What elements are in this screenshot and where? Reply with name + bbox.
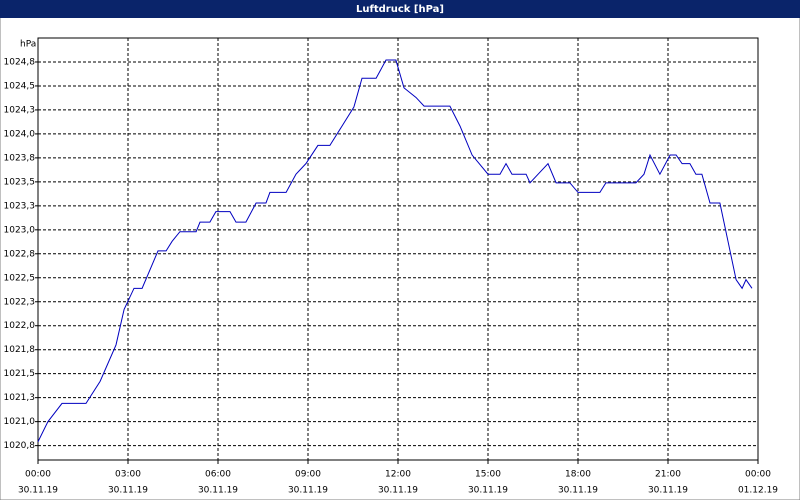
y-tick-label: 1022,3 — [4, 297, 36, 307]
x-tick-label: 00:00 — [25, 470, 51, 480]
x-tick-label: 15:00 — [475, 470, 501, 480]
x-tick-date: 30.11.19 — [198, 486, 238, 496]
y-tick-label: 1023,8 — [4, 153, 36, 163]
y-tick-label: 1024,5 — [4, 81, 36, 91]
x-tick-date: 30.11.19 — [18, 486, 58, 496]
y-tick-label: 1021,0 — [4, 417, 36, 427]
data-line — [37, 59, 753, 442]
x-tick-date: 30.11.19 — [288, 486, 328, 496]
y-tick-label: 1020,8 — [4, 441, 36, 451]
y-tick-label: 1022,0 — [4, 321, 36, 331]
x-tick-date: 30.11.19 — [468, 486, 508, 496]
x-tick-date: 30.11.19 — [558, 486, 598, 496]
y-tick-label: 1024,3 — [4, 105, 36, 115]
x-tick-label: 12:00 — [385, 470, 411, 480]
y-tick-label: 1024,0 — [4, 129, 36, 139]
x-tick-date: 30.11.19 — [108, 486, 148, 496]
x-tick-label: 09:00 — [295, 470, 321, 480]
x-tick-label: 21:00 — [655, 470, 681, 480]
y-tick-label: 1023,5 — [4, 177, 36, 187]
chart-title: Luftdruck [hPa] — [356, 4, 444, 15]
y-tick-label: 1021,5 — [4, 369, 36, 379]
y-tick-label: 1023,3 — [4, 201, 36, 211]
y-tick-label: 1023,0 — [4, 225, 36, 235]
x-tick-label: 06:00 — [205, 470, 231, 480]
y-axis-unit: hPa — [20, 40, 36, 50]
y-tick-label: 1024,8 — [4, 57, 36, 67]
y-tick-label: 1021,3 — [4, 393, 36, 403]
x-tick-label: 00:00 — [745, 470, 771, 480]
x-tick-date: 30.11.19 — [648, 486, 688, 496]
y-tick-label: 1021,8 — [4, 345, 36, 355]
y-tick-label: 1022,8 — [4, 249, 36, 259]
x-tick-label: 18:00 — [565, 470, 591, 480]
x-tick-date: 01.12.19 — [738, 486, 778, 496]
y-tick-label: 1022,5 — [4, 273, 36, 283]
x-tick-label: 03:00 — [115, 470, 141, 480]
title-bar — [0, 0, 800, 18]
x-tick-date: 30.11.19 — [378, 486, 418, 496]
